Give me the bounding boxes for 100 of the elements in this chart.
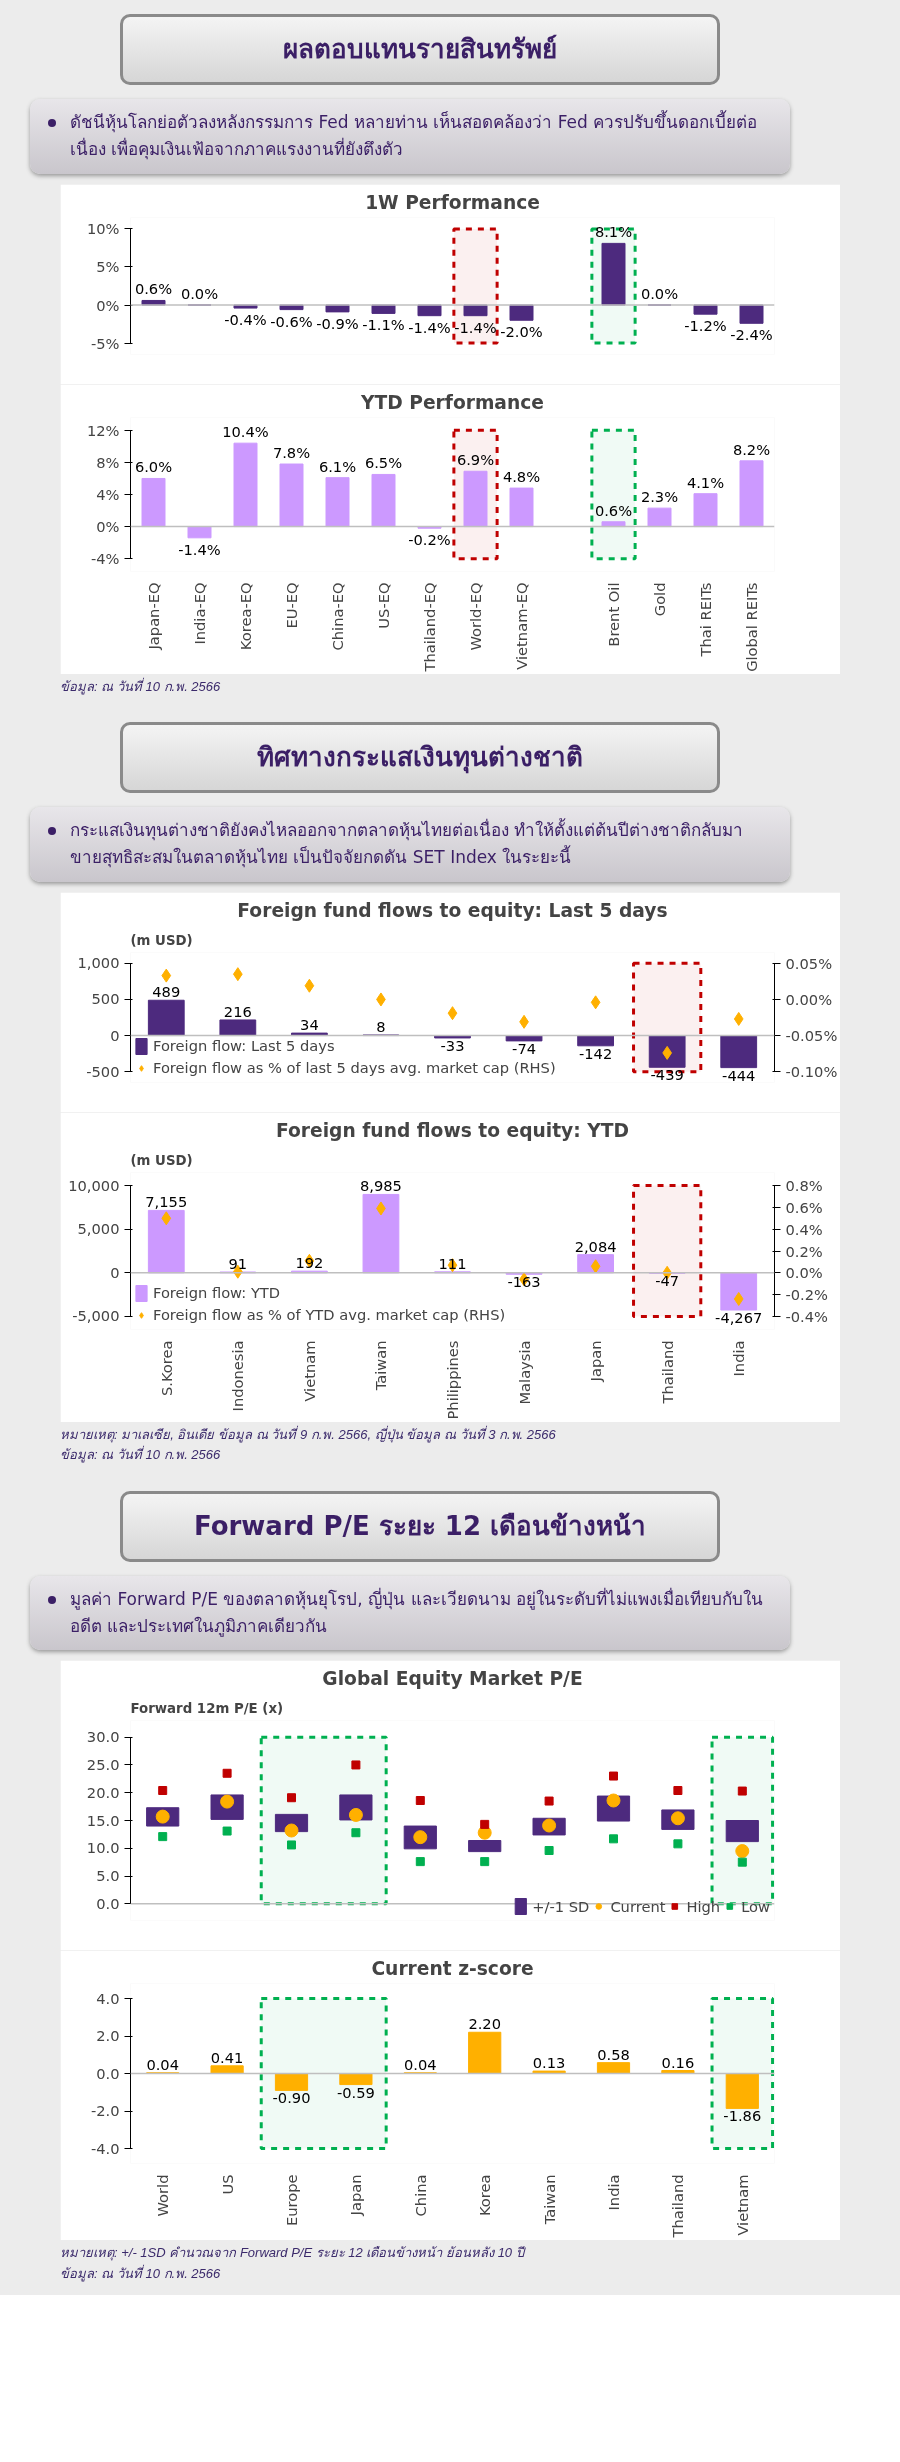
y2-tick-label: 0.2% <box>785 1242 823 1260</box>
y-tick-label: 500 <box>91 990 120 1008</box>
data-label: 0.04 <box>146 2055 180 2073</box>
chart-title: Foreign fund flows to equity: Last 5 days <box>237 899 668 921</box>
data-label: 6.5% <box>364 453 403 471</box>
text: ดัชนีหุ้นโลกย่อตัวลงหลังกรรมการ Fed หลายท่าน เห็นสอดคล้องว่า Fed ควรปรับขึ้นดอกเบี้ยต่อเนื่อง เพื่อคุมเงินเฟ้อจากภาคแรงงานที่ยังตึงตัว <box>30 99 790 174</box>
data-label: -444 <box>722 1066 756 1084</box>
y2-tick-label: 0.4% <box>785 1220 823 1238</box>
text: ข้อมูล: ณ วันที่ 10 ก.พ. 2566 <box>60 1446 222 1465</box>
y-tick-label: 0% <box>96 517 120 535</box>
data-label: 0.58 <box>597 2045 630 2063</box>
data-label: -0.9% <box>316 314 359 332</box>
legend-label: Low <box>741 1897 770 1915</box>
x-tick-label: Taiwan <box>372 1340 390 1391</box>
legend-label: Current <box>610 1897 666 1915</box>
y-tick-label: 30.0 <box>86 1728 120 1746</box>
data-label: 0.13 <box>532 2054 566 2072</box>
data-label: -2.0% <box>500 322 543 340</box>
data-label: 6.9% <box>456 450 495 468</box>
y2-tick-label: -0.2% <box>785 1285 829 1303</box>
data-label: 2,084 <box>574 1237 617 1255</box>
y-tick-label: -4.0 <box>90 2139 120 2157</box>
text: Forward P/E ระยะ 12 เดือนข้างหน้า <box>120 1490 720 1562</box>
y-axis-title: Forward 12m P/E (x) <box>130 1700 284 1716</box>
x-tick-label: Vietnam <box>733 2174 751 2236</box>
y-tick-label: -4% <box>90 549 120 567</box>
y-tick-label: 5% <box>96 257 120 275</box>
data-label: 6.1% <box>318 457 357 475</box>
y-tick-label: 0.0 <box>96 2064 120 2082</box>
data-label: 0.0% <box>640 284 679 302</box>
y-tick-label: 1,000 <box>77 953 120 971</box>
x-tick-label: Gold <box>651 582 668 616</box>
y-tick-label: 10.0 <box>86 1839 120 1857</box>
x-tick-label: Thailand-EQ <box>421 582 438 673</box>
x-tick-label: Thailand <box>669 2174 687 2239</box>
x-tick-label: Vietnam-EQ <box>513 582 530 670</box>
y-tick-label: 8% <box>96 453 120 471</box>
x-tick-label: Brent Oil <box>605 582 622 647</box>
data-label: -74 <box>512 1039 537 1057</box>
x-tick-label: Malaysia <box>515 1340 533 1405</box>
x-tick-label: Korea <box>476 2174 494 2217</box>
y2-tick-label: -0.4% <box>785 1307 829 1325</box>
x-tick-label: Japan <box>347 2174 365 2217</box>
y-tick-label: 0% <box>96 296 120 314</box>
x-tick-label: Japan <box>587 1340 605 1382</box>
data-label: -4,267 <box>715 1308 763 1326</box>
data-label: -0.2% <box>408 530 451 548</box>
y-tick-label: -2.0 <box>90 2102 120 2120</box>
y-tick-label: 20.0 <box>86 1783 120 1801</box>
legend-label: Foreign flow as % of last 5 days avg. market cap (RHS) <box>153 1059 556 1077</box>
x-tick-label: Vietnam <box>300 1340 318 1402</box>
data-label: -439 <box>650 1065 684 1083</box>
x-tick-label: Japan-EQ <box>145 582 162 650</box>
x-tick-label: India <box>730 1340 748 1377</box>
x-tick-label: Thai REITs <box>697 582 714 657</box>
y-tick-label: 10% <box>86 219 120 237</box>
chart-title: Global Equity Market P/E <box>322 1667 583 1689</box>
legend-label: Foreign flow: YTD <box>153 1284 281 1302</box>
text: ข้อมูล: ณ วันที่ 10 ก.พ. 2566 <box>60 2264 222 2284</box>
data-label: 8.2% <box>732 440 771 458</box>
data-label: -0.59 <box>336 2083 375 2101</box>
x-tick-label: India <box>605 2174 622 2211</box>
y-tick-label: 5,000 <box>77 1219 120 1237</box>
text: ทิศทางกระแสเงินทุนต่างชาติ <box>120 722 720 794</box>
data-label: 8.1% <box>594 222 633 240</box>
data-label: 489 <box>152 982 181 1000</box>
y-tick-label: 2.0 <box>96 2027 120 2045</box>
y-tick-label: -5% <box>90 334 120 352</box>
y2-tick-label: 0.0% <box>785 1263 823 1281</box>
x-tick-label: Taiwan <box>540 2174 558 2226</box>
data-label: 216 <box>223 1002 252 1020</box>
data-label: -1.2% <box>684 316 727 334</box>
y-tick-label: 0 <box>110 1263 120 1281</box>
legend-label: Foreign flow as % of YTD avg. market cap (RHS) <box>153 1306 506 1324</box>
y-tick-label: -5,000 <box>72 1307 120 1325</box>
data-label: 34 <box>300 1015 319 1033</box>
data-label: -0.4% <box>224 310 267 328</box>
y2-tick-label: 0.00% <box>785 990 833 1008</box>
y-tick-label: 0 <box>110 1026 120 1044</box>
legend-label: Foreign flow: Last 5 days <box>153 1037 335 1055</box>
y-tick-label: 15.0 <box>86 1811 120 1829</box>
x-tick-label: US-EQ <box>375 582 392 629</box>
y2-tick-label: 0.8% <box>785 1176 823 1194</box>
x-tick-label: S.Korea <box>157 1340 175 1396</box>
data-label: -0.90 <box>272 2089 311 2107</box>
data-label: 7.8% <box>272 443 311 461</box>
data-label: -33 <box>440 1036 465 1054</box>
y2-tick-label: 0.6% <box>785 1198 823 1216</box>
x-tick-label: Philippines <box>444 1340 461 1420</box>
text: หมายเหตุ: +/- 1SD คำนวณจาก Forward P/E ระยะ 12 เดือนข้างหน้า ย้อนหลัง 10 ปี <box>60 2244 524 2263</box>
data-label: -1.86 <box>723 2107 762 2125</box>
data-label: -1.1% <box>362 315 405 333</box>
data-label: -47 <box>655 1271 680 1289</box>
x-tick-label: Korea-EQ <box>237 582 254 650</box>
x-tick-label: EU-EQ <box>283 582 300 629</box>
x-tick-label: Europe <box>283 2174 300 2227</box>
y-tick-label: 10,000 <box>68 1176 120 1194</box>
y-axis-title: (m USD) <box>130 1152 193 1168</box>
x-tick-label: US <box>218 2174 236 2195</box>
x-tick-label: World-EQ <box>467 582 484 651</box>
